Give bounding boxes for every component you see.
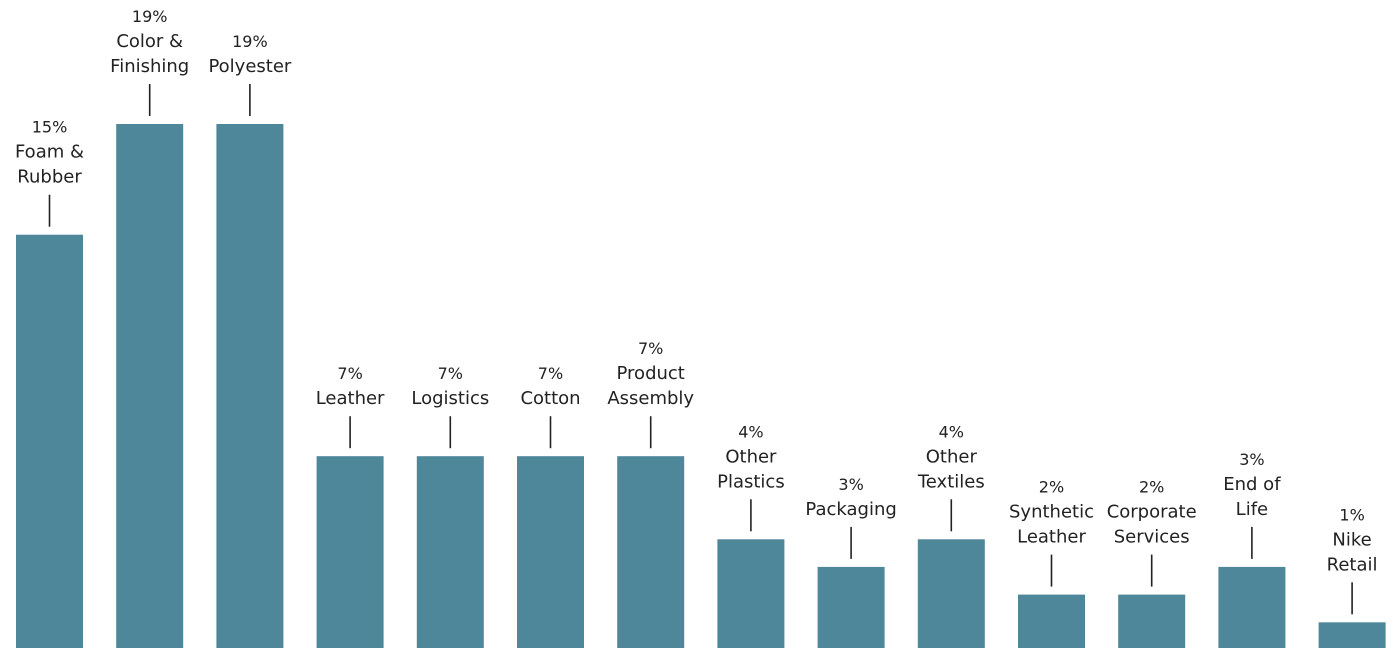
bar-corporate-services xyxy=(1118,594,1186,648)
bar-other-plastics xyxy=(717,539,785,648)
bar-nike-retail xyxy=(1318,622,1386,648)
bars-group xyxy=(16,124,1386,648)
category-label-corporate-services: Corporate xyxy=(1107,502,1197,523)
value-label-logistics: 7% xyxy=(438,364,463,383)
bar-foam-and-rubber xyxy=(16,234,83,648)
category-label-other-plastics: Other xyxy=(725,446,777,467)
bar-logistics xyxy=(416,456,484,648)
category-label-packaging: Packaging xyxy=(805,499,896,520)
category-label-other-plastics: Plastics xyxy=(717,471,785,492)
bar-end-of-life xyxy=(1218,566,1286,648)
category-label-foam-and-rubber: Rubber xyxy=(17,167,82,188)
category-label-foam-and-rubber: Foam & xyxy=(15,142,84,163)
category-label-leather: Leather xyxy=(316,388,385,409)
bar-color-and-finishing xyxy=(116,124,184,648)
category-label-nike-retail: Retail xyxy=(1327,554,1378,575)
bar-cotton xyxy=(517,456,584,648)
category-label-synthetic-leather: Leather xyxy=(1017,527,1086,548)
value-label-other-plastics: 4% xyxy=(738,422,763,441)
category-label-other-textiles: Textiles xyxy=(917,471,985,492)
bar-product-assembly xyxy=(617,456,685,648)
value-label-synthetic-leather: 2% xyxy=(1039,478,1064,497)
value-label-product-assembly: 7% xyxy=(638,339,663,358)
bar-other-textiles xyxy=(917,539,985,648)
category-label-cotton: Cotton xyxy=(520,388,580,409)
value-label-other-textiles: 4% xyxy=(939,422,964,441)
leader-lines-group xyxy=(48,84,1353,615)
category-label-end-of-life: End of xyxy=(1223,474,1281,495)
category-label-synthetic-leather: Synthetic xyxy=(1009,502,1094,523)
value-label-polyester: 19% xyxy=(232,32,268,51)
category-label-other-textiles: Other xyxy=(926,446,978,467)
value-label-end-of-life: 3% xyxy=(1239,450,1264,469)
category-label-color-and-finishing: Color & xyxy=(116,31,183,52)
value-label-corporate-services: 2% xyxy=(1139,478,1164,497)
category-label-nike-retail: Nike xyxy=(1332,529,1371,550)
category-label-product-assembly: Product xyxy=(617,363,685,384)
category-label-product-assembly: Assembly xyxy=(607,388,694,409)
bar-packaging xyxy=(817,566,885,648)
bar-polyester xyxy=(216,124,284,648)
labels-group: 15% Foam & Rubber 19% Color & Finishing 19% Pol… xyxy=(15,7,1378,575)
bar-leather xyxy=(316,456,384,648)
value-label-nike-retail: 1% xyxy=(1339,505,1364,524)
value-label-leather: 7% xyxy=(337,364,362,383)
category-label-logistics: Logistics xyxy=(411,388,489,409)
value-label-foam-and-rubber: 15% xyxy=(32,118,68,137)
category-label-end-of-life: Life xyxy=(1236,499,1268,520)
category-label-corporate-services: Services xyxy=(1114,527,1190,548)
category-label-color-and-finishing: Finishing xyxy=(110,56,189,77)
value-label-color-and-finishing: 19% xyxy=(132,7,168,26)
value-label-packaging: 3% xyxy=(838,475,863,494)
value-label-cotton: 7% xyxy=(538,364,563,383)
category-label-polyester: Polyester xyxy=(208,56,291,77)
bar-synthetic-leather xyxy=(1018,594,1085,648)
